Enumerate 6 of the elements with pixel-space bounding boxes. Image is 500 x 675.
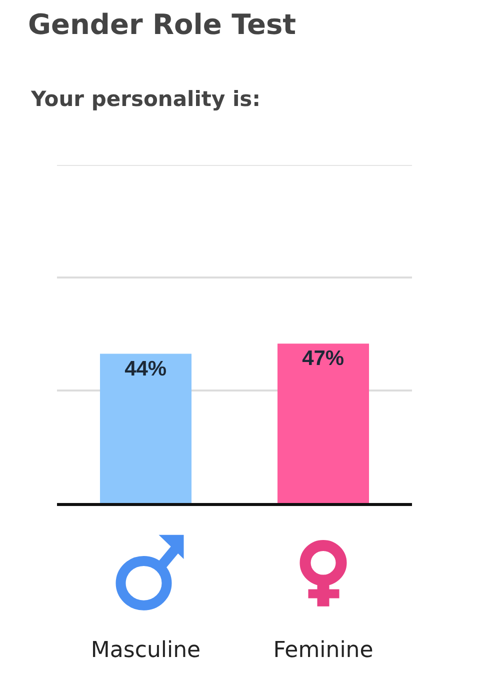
x-tick-label: Masculine: [90, 638, 201, 664]
chart-subtitle: Your personality is:: [30, 87, 261, 111]
data-label: 47%: [302, 347, 344, 370]
data-label: 44%: [124, 357, 167, 380]
chart-title: Gender Role Test: [28, 8, 296, 41]
x-tick-label: Feminine: [273, 638, 374, 664]
